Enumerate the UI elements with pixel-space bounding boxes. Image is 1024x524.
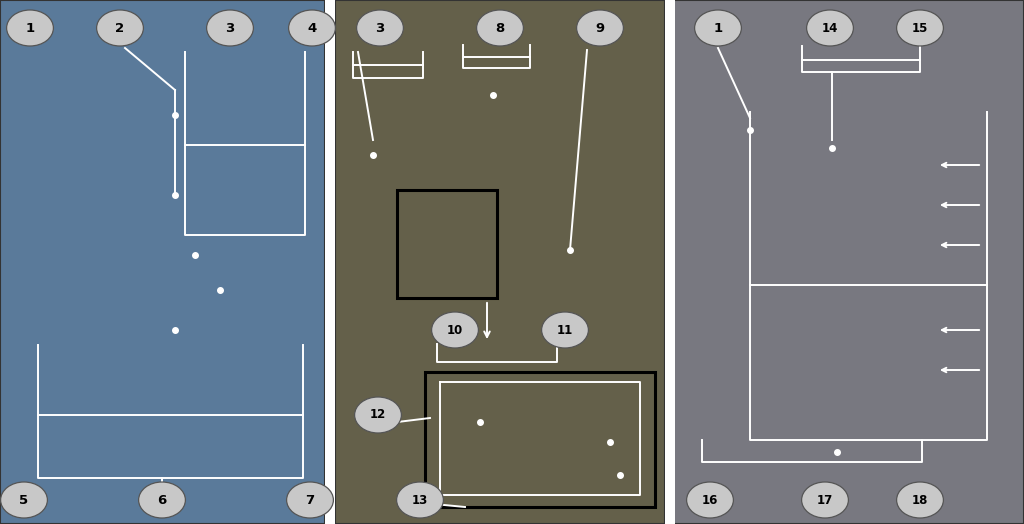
Text: 3: 3 (376, 21, 385, 35)
Text: 8: 8 (496, 21, 505, 35)
Ellipse shape (289, 10, 336, 46)
Text: 17: 17 (817, 494, 834, 507)
Ellipse shape (807, 10, 853, 46)
Ellipse shape (476, 10, 523, 46)
Bar (335, 0, 665, 524)
Ellipse shape (396, 482, 443, 518)
Text: 12: 12 (370, 409, 386, 421)
Ellipse shape (802, 482, 849, 518)
Text: 16: 16 (701, 494, 718, 507)
Ellipse shape (138, 482, 185, 518)
Text: 11: 11 (557, 323, 573, 336)
Text: 6: 6 (158, 494, 167, 507)
Ellipse shape (6, 10, 53, 46)
Text: 9: 9 (595, 21, 604, 35)
Bar (325, 0, 335, 524)
Text: 1: 1 (26, 21, 35, 35)
Text: 10: 10 (446, 323, 463, 336)
Text: 2: 2 (116, 21, 125, 35)
Text: 15: 15 (911, 21, 928, 35)
Text: 1: 1 (714, 21, 723, 35)
Ellipse shape (96, 10, 143, 46)
Bar (425, 372, 655, 507)
Ellipse shape (694, 10, 741, 46)
Bar (0, 0, 325, 524)
Ellipse shape (687, 482, 733, 518)
Ellipse shape (897, 10, 943, 46)
Text: 3: 3 (225, 21, 234, 35)
Ellipse shape (287, 482, 334, 518)
Bar (397, 190, 497, 298)
Text: 18: 18 (911, 494, 928, 507)
Ellipse shape (542, 312, 589, 348)
Text: 14: 14 (822, 21, 839, 35)
Ellipse shape (356, 10, 403, 46)
Ellipse shape (897, 482, 943, 518)
Bar (665, 0, 675, 524)
Ellipse shape (577, 10, 624, 46)
Text: 13: 13 (412, 494, 428, 507)
Ellipse shape (431, 312, 478, 348)
Ellipse shape (207, 10, 253, 46)
Bar (672, 0, 1024, 524)
Ellipse shape (1, 482, 47, 518)
Ellipse shape (354, 397, 401, 433)
Text: 5: 5 (19, 494, 29, 507)
Text: 7: 7 (305, 494, 314, 507)
Text: 4: 4 (307, 21, 316, 35)
